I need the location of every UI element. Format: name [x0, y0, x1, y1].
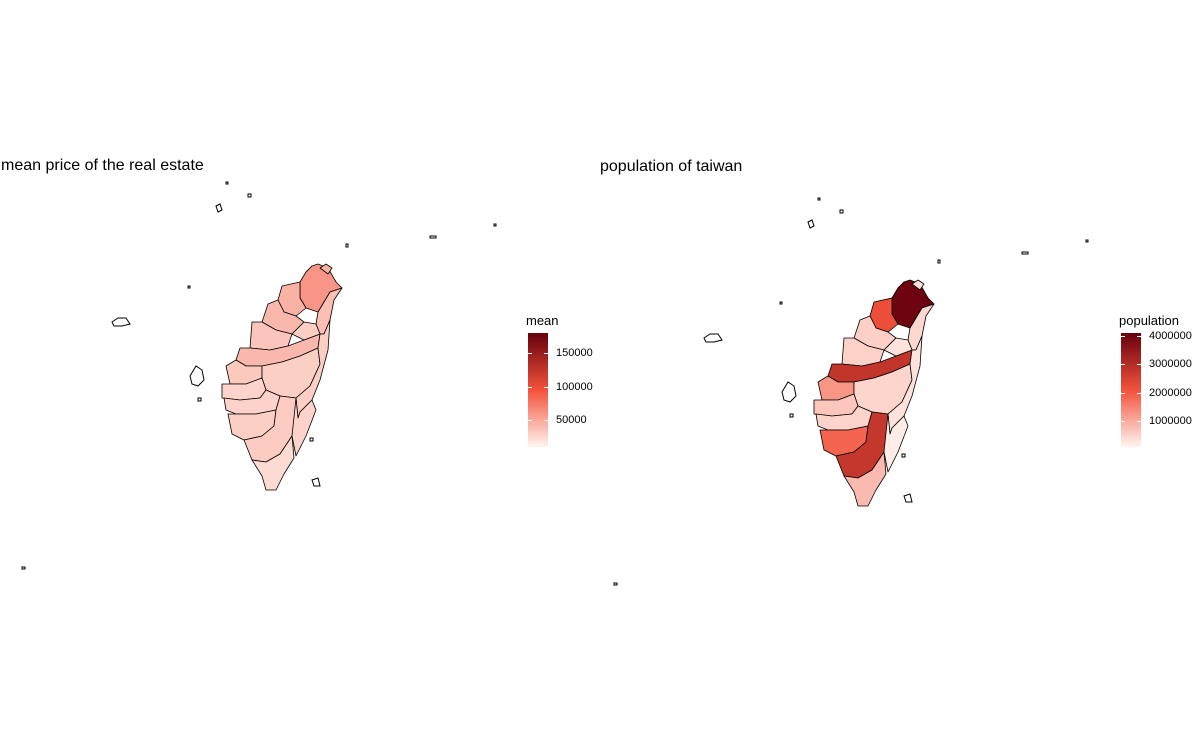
islet-outline — [1085, 239, 1089, 243]
taiwan-map — [613, 197, 1089, 586]
region-taitung — [883, 413, 909, 473]
map-regions-group — [21, 181, 497, 570]
islet-outline — [493, 223, 497, 227]
legend-tick-label: 1000000 — [1149, 415, 1192, 428]
legend-tick-label: 50000 — [556, 414, 587, 427]
map-panel-mean-price: mean price of the real estate mean 15000… — [1, 157, 600, 570]
legend-tick-mark — [1137, 335, 1141, 337]
islet-outline — [839, 209, 844, 214]
legend-tick-label: 2000000 — [1149, 386, 1192, 399]
islet-outline — [937, 259, 941, 264]
islet-outline — [111, 317, 131, 327]
region-keelung — [319, 263, 333, 275]
region-taitung — [291, 397, 317, 457]
legend-tick-mark — [544, 420, 548, 422]
islet-outline — [703, 333, 723, 343]
color-legend: mean 150000 100000 50000 — [526, 313, 600, 453]
map-panel-population: population of taiwan population 4000000 3… — [600, 0, 1200, 736]
islet-outline — [311, 477, 321, 487]
islet-outline — [789, 413, 794, 418]
islet-outline — [779, 301, 783, 305]
islet-outline — [817, 197, 821, 201]
islet-outline — [345, 243, 349, 248]
islet-outline — [901, 453, 906, 458]
region-pingtung — [251, 435, 295, 491]
legend-tick-label: 3000000 — [1149, 358, 1192, 371]
islet-outline — [781, 381, 797, 403]
islet-outline — [247, 193, 252, 198]
legend-tick-mark — [528, 420, 532, 422]
legend-tick-mark — [528, 386, 532, 388]
region-new-taipei — [299, 263, 343, 313]
islet-outline — [429, 235, 437, 239]
islet-outline — [309, 437, 314, 442]
islet-outline — [1021, 251, 1029, 255]
legend-tick-mark — [1121, 392, 1125, 394]
legend-tick-label: 150000 — [556, 347, 593, 360]
legend-tick-mark — [1121, 335, 1125, 337]
map-regions-group — [613, 197, 1089, 586]
region-pingtung — [843, 451, 887, 507]
islet-outline — [189, 365, 205, 387]
legend-tick-label: 4000000 — [1149, 329, 1192, 342]
islet-outline — [903, 493, 913, 503]
legend-tick-mark — [544, 386, 548, 388]
islet-outline — [613, 582, 618, 586]
islet-outline — [21, 566, 26, 570]
legend-tick-mark — [1137, 364, 1141, 366]
legend-title: population — [1119, 313, 1179, 328]
islet-outline — [197, 397, 202, 402]
region-keelung — [911, 279, 925, 291]
legend-color-bar — [528, 333, 548, 447]
map-title: mean price of the real estate — [1, 157, 204, 174]
legend-tick-mark — [1137, 421, 1141, 423]
color-legend: population 4000000 3000000 2000000 1000000 — [1119, 313, 1200, 453]
legend-tick-mark — [1121, 421, 1125, 423]
islet-outline — [187, 285, 191, 289]
islet-outline — [215, 203, 223, 213]
legend-color-bar — [1121, 333, 1141, 447]
legend-title: mean — [526, 313, 559, 328]
islet-outline — [807, 219, 815, 229]
legend-tick-mark — [1137, 392, 1141, 394]
region-new-taipei — [891, 279, 935, 329]
taiwan-map — [21, 181, 497, 570]
legend-tick-mark — [544, 353, 548, 355]
legend-tick-label: 100000 — [556, 380, 593, 393]
islet-outline — [225, 181, 229, 185]
map-title: population of taiwan — [600, 158, 743, 175]
legend-tick-mark — [1121, 364, 1125, 366]
legend-tick-mark — [528, 353, 532, 355]
